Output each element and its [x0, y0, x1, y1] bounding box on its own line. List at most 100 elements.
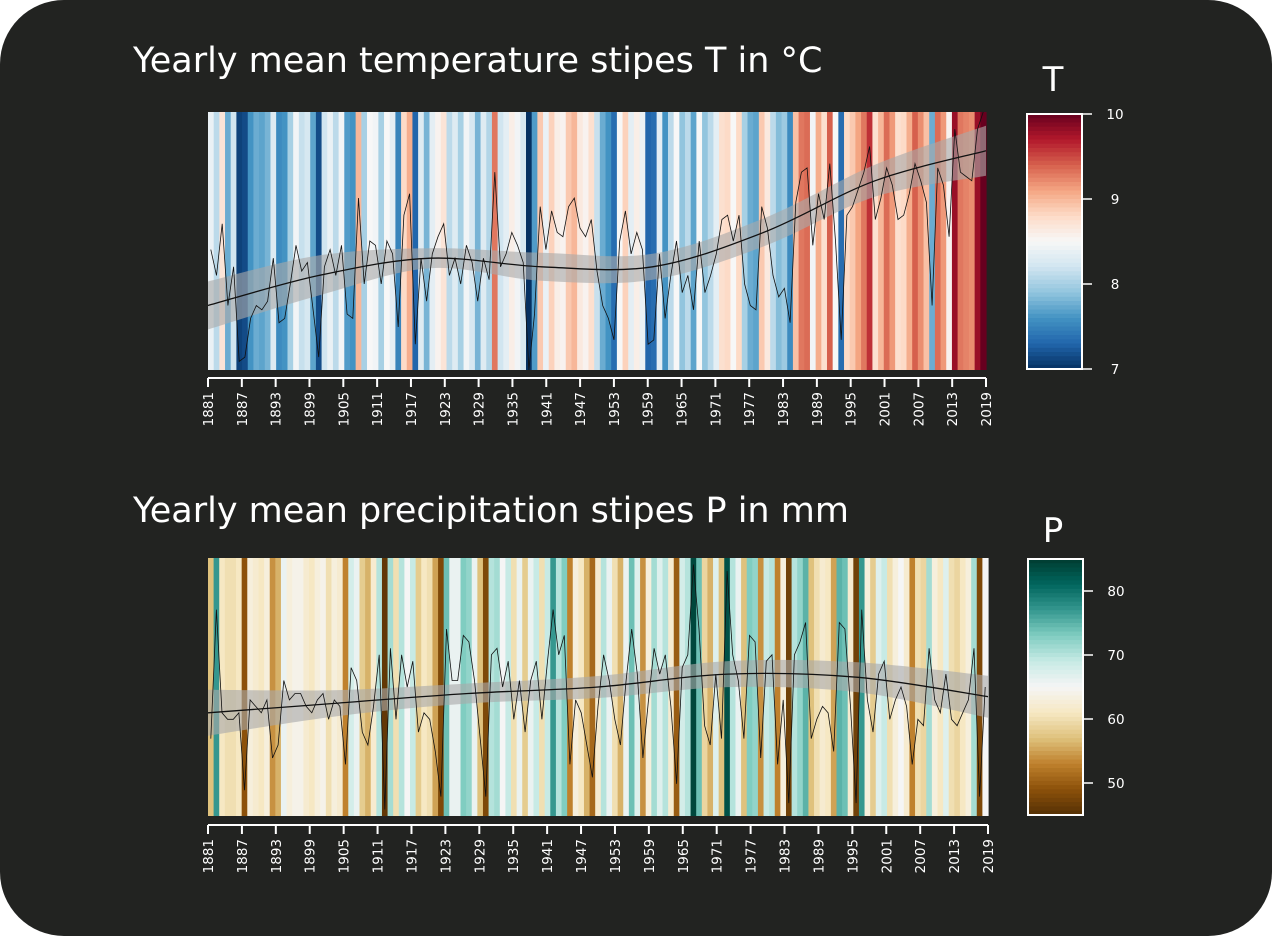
colorbar-segment — [1028, 669, 1083, 675]
stripe-1883 — [219, 112, 226, 370]
colorbar-segment — [1027, 228, 1082, 234]
stripe-1913 — [387, 558, 394, 816]
temperature-colorbar-frame — [1026, 113, 1083, 370]
stripe-1910 — [370, 558, 377, 816]
stripe-1919 — [423, 112, 431, 370]
colorbar-segment — [1028, 678, 1083, 684]
colorbar-segment — [1027, 131, 1082, 136]
colorbar-segment — [1027, 254, 1082, 260]
stripe-2003 — [900, 112, 908, 370]
precipitation-x-tick-label-1995: 1995 — [845, 839, 861, 873]
stripe-1957 — [639, 112, 646, 370]
colorbar-segment — [1027, 279, 1082, 285]
stripe-1921 — [435, 112, 442, 370]
colorbar-segment — [1028, 640, 1083, 645]
colorbar-segment — [1027, 237, 1082, 243]
precipitation-x-tick-label-1935: 1935 — [506, 839, 522, 873]
stripe-1985 — [798, 112, 805, 370]
stripe-1930 — [486, 112, 493, 370]
stripe-2012 — [951, 112, 959, 370]
stripe-1895 — [286, 558, 293, 816]
stripe-1882 — [213, 558, 220, 816]
temperature-x-tick-label-1983: 1983 — [776, 392, 792, 426]
stripe-1966 — [690, 112, 697, 370]
colorbar-segment — [1028, 716, 1083, 722]
stripe-1999 — [878, 112, 885, 370]
colorbar-segment — [1028, 635, 1083, 641]
colorbar-segment — [1027, 301, 1082, 306]
stripe-1893 — [276, 112, 283, 370]
precipitation-trend-confidence-band — [208, 659, 988, 736]
stripe-1899 — [309, 558, 316, 816]
stripe-1901 — [321, 112, 328, 370]
colorbar-segment — [1027, 152, 1082, 158]
stripe-1892 — [270, 112, 277, 370]
temperature-x-tick-label-2001: 2001 — [878, 392, 894, 426]
precipitation-x-tick-label-2007: 2007 — [913, 839, 929, 873]
precipitation-x-tick-label-1911: 1911 — [371, 839, 387, 873]
stripe-1938 — [531, 112, 538, 370]
temperature-x-axis: 1881 1887 1893 1899 1905 1911 1917 1923 1929 1935… — [201, 377, 995, 426]
colorbar-segment — [1028, 802, 1083, 808]
stripe-1984 — [792, 112, 800, 370]
colorbar-segment — [1027, 233, 1082, 238]
stripe-1892 — [269, 558, 276, 816]
precipitation-series-line — [210, 564, 986, 810]
colorbar-segment — [1027, 143, 1082, 149]
colorbar-segment — [1027, 262, 1082, 268]
stripe-1983 — [787, 112, 794, 370]
colorbar-segment — [1028, 733, 1083, 739]
stripe-1932 — [497, 112, 504, 370]
temperature-x-tick-label-1989: 1989 — [810, 392, 826, 426]
temperature-x-tick-label-1923: 1923 — [438, 392, 454, 426]
colorbar-segment — [1028, 793, 1083, 799]
temperature-x-tick-label-1899: 1899 — [303, 392, 319, 426]
stripe-1965 — [685, 112, 692, 370]
stripe-1889 — [253, 112, 260, 370]
colorbar-segment — [1027, 318, 1082, 323]
stripe-1894 — [281, 112, 289, 370]
colorbar-segment — [1027, 250, 1082, 255]
stripe-1906 — [349, 112, 357, 370]
stripe-1940 — [543, 112, 550, 370]
stripe-1924 — [452, 112, 459, 370]
stripe-1964 — [679, 112, 686, 370]
colorbar-segment — [1027, 271, 1082, 277]
stripe-2016 — [974, 112, 981, 370]
stripe-1884 — [224, 558, 232, 816]
colorbar-segment — [1028, 806, 1083, 812]
stripe-1992 — [838, 112, 845, 370]
stripe-1926 — [463, 112, 470, 370]
stripe-1888 — [247, 558, 254, 816]
stripe-1989 — [821, 112, 828, 370]
colorbar-segment — [1028, 751, 1083, 756]
stripe-1939 — [537, 112, 544, 370]
colorbar-segment — [1028, 614, 1083, 620]
colorbar-segment — [1028, 721, 1083, 726]
stripe-1891 — [264, 558, 271, 816]
colorbar-segment — [1028, 695, 1083, 701]
colorbar-segment — [1028, 559, 1083, 564]
stripe-1885 — [230, 558, 237, 816]
precipitation-x-tick-label-1929: 1929 — [472, 839, 488, 873]
stripe-1977 — [746, 558, 753, 816]
stripe-1961 — [662, 112, 669, 370]
stripe-1922 — [440, 112, 448, 370]
colorbar-segment — [1027, 216, 1082, 221]
stripe-1898 — [303, 558, 310, 816]
colorbar-segment — [1027, 186, 1082, 192]
stripe-1944 — [565, 112, 573, 370]
colorbar-segment — [1027, 258, 1082, 264]
colorbar-segment — [1028, 631, 1083, 637]
stripe-2007 — [923, 112, 930, 370]
stripe-1885 — [230, 112, 237, 370]
stripe-1908 — [361, 112, 368, 370]
colorbar-segment — [1028, 674, 1083, 680]
colorbar-segment — [1028, 768, 1083, 773]
colorbar-segment — [1028, 571, 1083, 577]
temperature-x-tick-label-1893: 1893 — [269, 392, 285, 426]
colorbar-segment — [1027, 305, 1082, 311]
colorbar-segment — [1027, 156, 1082, 162]
